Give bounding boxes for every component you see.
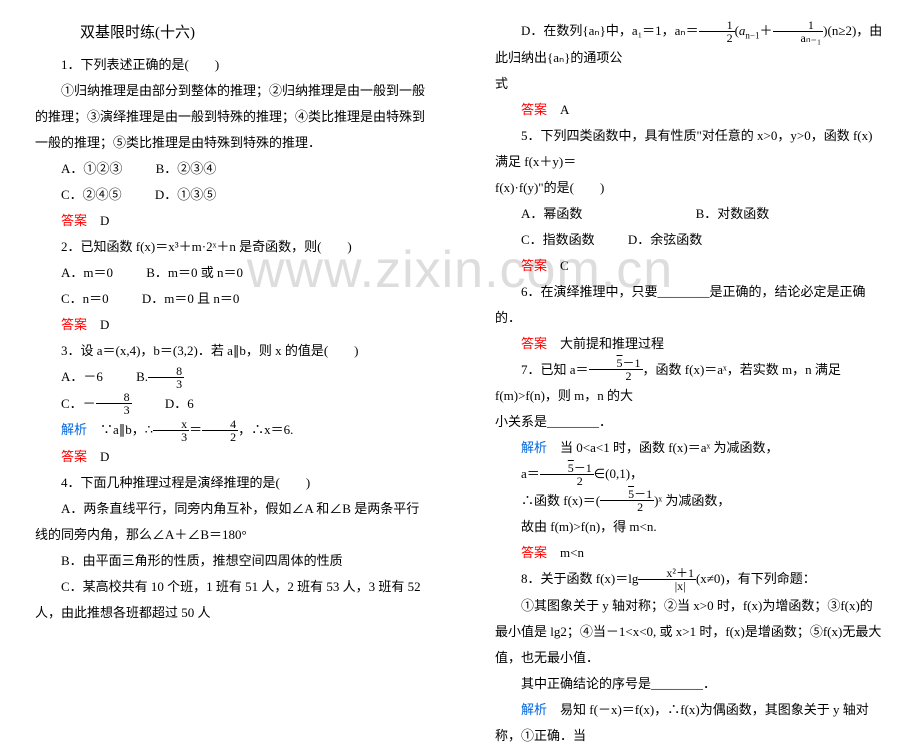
q7-ana-label: 解析	[521, 440, 547, 455]
q5-answer: 答案 C	[495, 253, 885, 279]
q7-answer-label: 答案	[521, 545, 547, 560]
q4-opt-b: B．由平面三角形的性质，推想空间四周体的性质	[35, 548, 425, 574]
q6-answer-label: 答案	[521, 336, 547, 351]
q4-answer-val: A	[560, 102, 569, 117]
q3-answer-label: 答案	[61, 449, 87, 464]
q5-stem-1: 5．下列四类函数中，具有性质"对任意的 x>0，y>0，函数 f(x)满足 f(…	[495, 123, 885, 175]
right-column: D．在数列{aₙ}中，a₁＝1，aₙ＝12(an−1＋1aₙ₋₁)(n≥2)，由…	[460, 0, 920, 651]
q2-answer-val: D	[100, 317, 109, 332]
frac-sqrt5-1-2-c: 5－12	[600, 488, 654, 513]
q8-stem-2: (x≠0)，有下列命题：	[696, 571, 816, 586]
q3-analysis: 解析 ∵a∥b，∴x3＝42，∴x＝6.	[35, 417, 425, 444]
frac-x2-1-absx: x²＋1|x|	[638, 567, 696, 592]
q5-opt-d: D．余弦函数	[628, 232, 702, 247]
q1-answer-val: D	[100, 213, 109, 228]
q7-ana-2b: ∈(0,1)，	[594, 466, 643, 481]
q4-answer: 答案 A	[495, 97, 885, 123]
q8-analysis: 解析 易知 f(－x)＝f(x)，∴f(x)为偶函数，其图象关于 y 轴对称，①…	[495, 697, 885, 749]
q6-answer: 答案 大前提和推理过程	[495, 331, 885, 357]
q2-opt-c: C．n＝0	[61, 291, 109, 306]
q2-opts-row1: A．m＝0 B．m＝0 或 n＝0	[35, 260, 425, 286]
q3-opt-c: C．－	[61, 396, 96, 411]
frac-sqrt5-1-2-a: 5－12	[589, 357, 643, 382]
q6-stem: 6．在演绎推理中，只要________是正确的，结论必定是正确的．	[495, 279, 885, 331]
q4-answer-label: 答案	[521, 102, 547, 117]
q5-answer-label: 答案	[521, 258, 547, 273]
frac-sqrt5-1-2-b: 5－12	[540, 462, 594, 487]
frac-half: 12	[699, 19, 735, 44]
q8-stem-1: 8．关于函数 f(x)＝lg	[521, 571, 638, 586]
q3-opt-d: D．6	[165, 396, 194, 411]
q1-opt-a: A．①②③	[61, 161, 122, 176]
frac-4-2: 42	[202, 418, 238, 443]
q7-ana-line1: 解析 当 0<a<1 时，函数 f(x)＝aˣ 为减函数，	[495, 435, 885, 461]
q2-opt-d: D．m＝0 且 n＝0	[142, 291, 240, 306]
q1-opt-c: C．②④⑤	[61, 187, 122, 202]
q1-answer-label: 答案	[61, 213, 87, 228]
q4-opt-c: C．某高校共有 10 个班，1 班有 51 人，2 班有 53 人，3 班有 5…	[35, 574, 425, 626]
q7-answer: 答案 m<n	[495, 540, 885, 566]
frac-x-3: x3	[153, 418, 189, 443]
q7-ana-1: 当 0<a<1 时，函数 f(x)＝aˣ 为减函数，	[560, 440, 778, 455]
q3-opt-a: A．－6	[61, 369, 103, 384]
page-container: 双基限时练(十六) 1．下列表述正确的是( ) ①归纳推理是由部分到整体的推理；…	[0, 0, 920, 651]
q7-stem-3: 小关系是________．	[495, 409, 885, 435]
left-column: 双基限时练(十六) 1．下列表述正确的是( ) ①归纳推理是由部分到整体的推理；…	[0, 0, 460, 651]
q4-opt-a: A．两条直线平行，同旁内角互补，假如∠A 和∠B 是两条平行线的同旁内角，那么∠…	[35, 496, 425, 548]
q4d-3: 式	[495, 71, 885, 97]
q1-stem: 1．下列表述正确的是( )	[35, 52, 425, 78]
q1-opt-d: D．①③⑤	[155, 187, 216, 202]
q2-stem: 2．已知函数 f(x)＝x³＋m·2ˣ＋n 是奇函数，则( )	[35, 234, 425, 260]
q7-ana-line3: ∴函数 f(x)＝(5－12)ˣ 为减函数，	[495, 488, 885, 515]
q1-opts-row2: C．②④⑤ D．①③⑤	[35, 182, 425, 208]
q6-answer-val: 大前提和推理过程	[560, 336, 664, 351]
q7-stem-1: 7．已知 a＝	[521, 362, 589, 377]
q5-opt-c: C．指数函数	[521, 232, 595, 247]
q3-answer-val: D	[100, 449, 109, 464]
q2-answer: 答案 D	[35, 312, 425, 338]
q4-opt-d: D．在数列{aₙ}中，a₁＝1，aₙ＝12(an−1＋1aₙ₋₁)(n≥2)，由…	[495, 18, 885, 71]
q7-answer-val: m<n	[560, 545, 584, 560]
q5-opts-row1: A．幂函数 B．对数函数	[495, 201, 885, 227]
q5-opt-a: A．幂函数	[521, 206, 582, 221]
q8-ana-label: 解析	[521, 702, 547, 717]
q3-stem: 3．设 a＝(x,4)，b＝(3,2)．若 a∥b，则 x 的值是( )	[35, 338, 425, 364]
q5-stem-2: f(x)·f(y)"的是( )	[495, 175, 885, 201]
q7-ana-line4: 故由 f(m)>f(n)，得 m<n.	[495, 514, 885, 540]
frac-neg-8-3: 83	[96, 391, 132, 416]
q4-stem: 4．下面几种推理过程是演绎推理的是( )	[35, 470, 425, 496]
q8-stem-3: 其中正确结论的序号是________．	[495, 671, 885, 697]
q8-body: ①其图象关于 y 轴对称；②当 x>0 时，f(x)为增函数；③f(x)的最小值…	[495, 593, 885, 671]
q3-opt-b: B.	[136, 369, 148, 384]
q1-answer: 答案 D	[35, 208, 425, 234]
q8-ana-text: 易知 f(－x)＝f(x)，∴f(x)为偶函数，其图象关于 y 轴对称，①正确．…	[495, 702, 869, 743]
q5-opt-b: B．对数函数	[696, 206, 770, 221]
q7-ana-3a: ∴函数 f(x)＝(	[521, 493, 600, 508]
q3-ana-2: ，∴x＝6.	[238, 422, 293, 437]
q2-opt-a: A．m＝0	[61, 265, 113, 280]
worksheet-title: 双基限时练(十六)	[35, 18, 425, 48]
q7-ana-line2: a＝5－12∈(0,1)，	[495, 461, 885, 488]
q2-opt-b: B．m＝0 或 n＝0	[146, 265, 243, 280]
q5-answer-val: C	[560, 258, 569, 273]
q7-ana-3b: )ˣ 为减函数，	[654, 493, 730, 508]
q1-opts-row1: A．①②③ B．②③④	[35, 156, 425, 182]
q1-opt-b: B．②③④	[156, 161, 217, 176]
q3-opts-row2: C．－83 D．6	[35, 391, 425, 418]
q5-opts-row2: C．指数函数 D．余弦函数	[495, 227, 885, 253]
q7-stem: 7．已知 a＝5－12，函数 f(x)＝aˣ，若实数 m，n 满足 f(m)>f…	[495, 357, 885, 410]
q1-body: ①归纳推理是由部分到整体的推理；②归纳推理是由一般到一般的推理；③演绎推理是由一…	[35, 78, 425, 156]
q3-opts-row1: A．－6 B.83	[35, 364, 425, 391]
q4d-1: D．在数列{aₙ}中，a₁＝1，aₙ＝	[521, 23, 699, 38]
q3-ana-label: 解析	[61, 422, 87, 437]
q8-stem: 8．关于函数 f(x)＝lgx²＋1|x|(x≠0)，有下列命题：	[495, 566, 885, 593]
frac-1-an1: 1aₙ₋₁	[773, 19, 824, 44]
q3-ana-1: ∵a∥b，∴	[100, 422, 153, 437]
q3-answer: 答案 D	[35, 444, 425, 470]
q7-ana-2a: a＝	[521, 466, 540, 481]
q2-answer-label: 答案	[61, 317, 87, 332]
frac-8-3: 83	[148, 365, 184, 390]
q2-opts-row2: C．n＝0 D．m＝0 且 n＝0	[35, 286, 425, 312]
